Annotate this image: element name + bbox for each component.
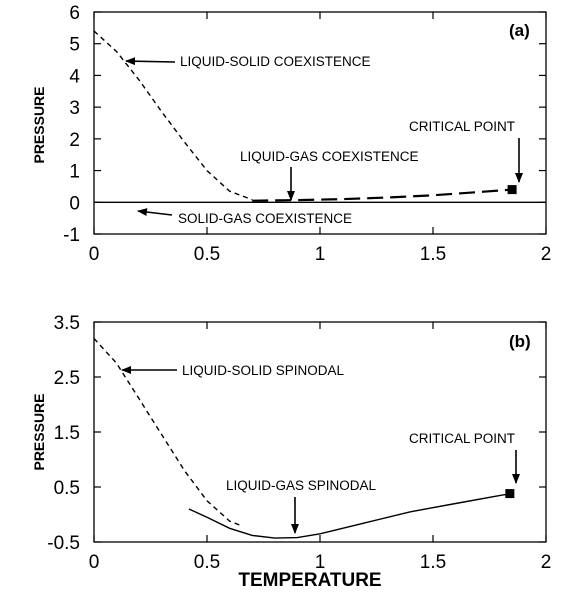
y-tick-label: 3.5 [54, 313, 80, 334]
y-tick-label: 1.5 [54, 423, 80, 444]
series-line-1 [93, 338, 242, 527]
x-tick-label: 1.5 [420, 552, 446, 573]
critical-point-marker [505, 489, 515, 499]
x-tick-label: 1 [315, 552, 326, 573]
x-tick-label: 1.5 [420, 244, 446, 265]
arrow-liquid-solid-coexistence [125, 57, 176, 66]
x-tick-label: 0 [89, 552, 100, 573]
x-tick-label: 0.5 [194, 244, 220, 265]
y-tick-label: -0.5 [47, 533, 80, 554]
annotation-critical-point-a: CRITICAL POINT [409, 119, 515, 134]
x-tick-label: 0 [89, 244, 100, 265]
x-tick-label: 2 [541, 552, 552, 573]
panel-b-y-ticks: -0.5 0.5 1.5 2.5 3.5 [47, 313, 546, 554]
panel-b-curves [93, 338, 515, 539]
y-tick-label: 0.5 [54, 478, 80, 499]
x-tick-label: 0.5 [194, 552, 220, 573]
annotation-liquid-gas-coexistence: LIQUID-GAS COEXISTENCE [240, 149, 419, 164]
y-tick-label: 2.5 [54, 368, 80, 389]
panel-b-label: (b) [509, 332, 531, 351]
panel-a: -1 0 1 2 3 4 5 6 0 0.5 1 1.5 2 (a) PRESSURE LIQUID-… [31, 3, 551, 265]
annotation-liquid-gas-spinodal: LIQUID-GAS SPINODAL [226, 478, 377, 493]
annotation-critical-point-b: CRITICAL POINT [409, 431, 515, 446]
critical-point-marker [507, 185, 517, 195]
arrow-solid-gas-coexistence [137, 208, 173, 217]
panel-b-y-axis-label: PRESSURE [31, 393, 47, 470]
panel-a-curves [93, 30, 546, 204]
y-tick-label: 2 [69, 130, 80, 151]
y-tick-label: 6 [69, 3, 80, 24]
series-line-2 [188, 492, 513, 539]
panel-a-y-axis-label: PRESSURE [31, 86, 47, 163]
annotation-liquid-solid-spinodal: LIQUID-SOLID SPINODAL [182, 363, 345, 378]
panel-a-x-ticks: 0 0.5 1 1.5 2 [89, 12, 552, 265]
annotation-solid-gas-coexistence: SOLID-GAS COEXISTENCE [178, 211, 352, 226]
annotation-liquid-solid-coexistence: LIQUID-SOLID COEXISTENCE [180, 54, 371, 69]
y-tick-label: 5 [69, 35, 80, 56]
x-tick-label: 1 [315, 244, 326, 265]
y-tick-label: 4 [69, 66, 80, 87]
panel-a-label: (a) [509, 21, 530, 40]
panel-b: -0.50.51.52.53.5 0 0.5 1 1.5 2 (b) PRESSURE … [31, 313, 551, 591]
x-axis-label: TEMPERATURE [238, 570, 381, 591]
y-tick-label: 0 [69, 193, 80, 214]
series-line-1 [93, 30, 253, 201]
y-tick-label: -1 [63, 225, 80, 246]
y-tick-label: 3 [69, 98, 80, 119]
panel-b-x-ticks: 0 0.5 1 1.5 2 [89, 322, 552, 573]
y-tick-label: 1 [69, 162, 80, 183]
x-tick-label: 2 [541, 244, 552, 265]
